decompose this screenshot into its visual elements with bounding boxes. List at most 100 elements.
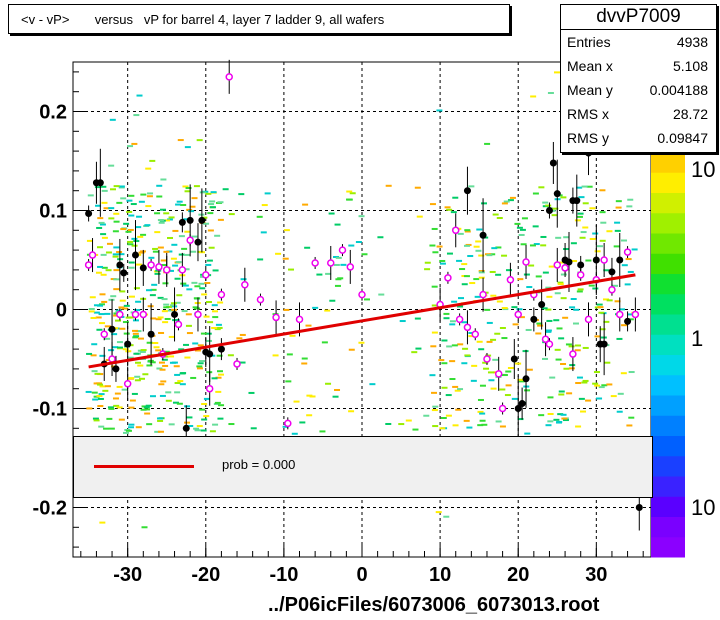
histogram-cell (604, 361, 611, 364)
histogram-cell (162, 364, 169, 367)
histogram-cell (157, 419, 164, 422)
histogram-cell (285, 380, 292, 383)
histogram-cell (128, 261, 135, 264)
histogram-cell (615, 200, 622, 203)
histogram-cell (492, 358, 499, 361)
histogram-cell (112, 230, 119, 233)
histogram-cell (118, 185, 125, 188)
histogram-cell (436, 245, 443, 248)
histogram-cell (456, 259, 463, 262)
histogram-cell (122, 321, 129, 324)
histogram-cell (144, 412, 151, 415)
histogram-cell (449, 378, 456, 381)
color-scale-band (651, 455, 685, 477)
histogram-cell (146, 341, 153, 344)
histogram-cell (348, 410, 355, 413)
histogram-cell (494, 332, 501, 335)
histogram-cell (180, 204, 187, 207)
histogram-cell (581, 185, 588, 188)
histogram-cell (461, 263, 468, 266)
histogram-cell (218, 404, 225, 407)
histogram-cell (204, 282, 211, 285)
histogram-cell (190, 376, 197, 379)
histogram-cell (431, 304, 438, 307)
histogram-cell (600, 221, 607, 224)
histogram-cell (228, 213, 235, 216)
histogram-cell (187, 424, 194, 427)
histogram-cell (116, 341, 123, 344)
data-point-black (194, 238, 202, 246)
histogram-cell (562, 419, 569, 422)
histogram-cell (119, 327, 126, 330)
histogram-cell (563, 236, 570, 239)
data-point-black (624, 317, 632, 325)
histogram-cell (496, 217, 503, 220)
histogram-cell (439, 259, 446, 262)
histogram-cell (335, 256, 342, 259)
histogram-cell (546, 295, 553, 298)
data-point-magenta (88, 251, 97, 259)
histogram-cell (199, 287, 206, 290)
histogram-cell (108, 207, 115, 210)
histogram-cell (95, 271, 102, 274)
histogram-cell (592, 287, 599, 290)
histogram-cell (288, 268, 295, 271)
color-scale-band (651, 395, 685, 416)
histogram-cell (446, 345, 453, 348)
histogram-cell (441, 386, 448, 389)
histogram-cell (603, 269, 610, 272)
data-point-magenta (272, 313, 280, 322)
histogram-cell (160, 380, 167, 383)
histogram-cell (157, 316, 164, 319)
histogram-cell (282, 257, 289, 260)
histogram-cell (576, 215, 583, 218)
histogram-cell (109, 118, 116, 121)
histogram-cell (598, 386, 605, 389)
histogram-cell (145, 404, 152, 407)
histogram-cell (589, 207, 596, 210)
histogram-cell (146, 195, 153, 198)
histogram-cell (560, 413, 567, 416)
histogram-cell (163, 350, 170, 353)
histogram-cell (631, 248, 638, 251)
histogram-cell (594, 250, 601, 253)
data-point-black (171, 310, 179, 318)
histogram-cell (575, 382, 582, 385)
histogram-cell (581, 381, 588, 384)
histogram-cell (535, 332, 542, 335)
histogram-cell (101, 201, 108, 204)
histogram-cell (95, 204, 102, 207)
histogram-cell (441, 339, 448, 342)
histogram-cell (257, 258, 264, 261)
histogram-cell (133, 287, 140, 290)
histogram-cell (517, 278, 524, 281)
histogram-cell (85, 390, 92, 393)
histogram-cell (205, 192, 212, 195)
histogram-cell (88, 308, 95, 311)
y-tick-label: 0 (56, 300, 67, 322)
histogram-cell (134, 375, 141, 378)
x-tick-label: 20 (507, 564, 529, 586)
histogram-cell (291, 432, 298, 435)
histogram-cell (207, 212, 214, 215)
histogram-cell (532, 225, 539, 228)
histogram-cell (596, 397, 603, 400)
histogram-cell (319, 430, 326, 433)
data-point-black (120, 269, 128, 277)
histogram-cell (108, 164, 115, 167)
histogram-cell (468, 335, 475, 338)
y-tick-label: -0.2 (33, 498, 67, 520)
histogram-cell (348, 244, 355, 247)
histogram-cell (570, 260, 577, 263)
histogram-cell (194, 285, 201, 288)
histogram-cell (328, 212, 335, 215)
histogram-cell (120, 197, 127, 200)
histogram-cell (526, 286, 533, 289)
histogram-cell (129, 399, 136, 402)
stat-mean-y: Mean y 0.004188 (561, 78, 716, 102)
histogram-cell (120, 228, 127, 231)
histogram-cell (594, 335, 601, 338)
histogram-cell (451, 344, 458, 347)
histogram-cell (215, 376, 222, 379)
histogram-cell (172, 401, 179, 404)
